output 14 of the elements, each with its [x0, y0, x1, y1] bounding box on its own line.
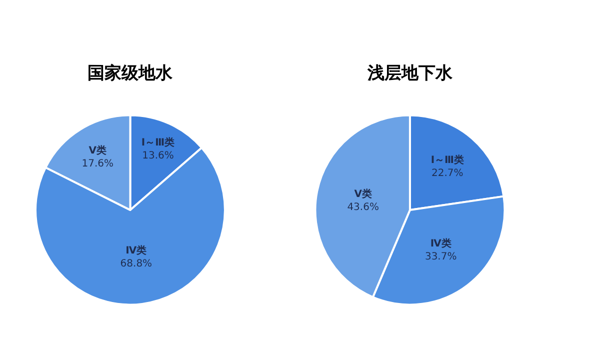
data-label: 13.6%	[142, 150, 174, 162]
data-label: 33.7%	[424, 252, 457, 263]
data-label: 68.8%	[120, 258, 152, 270]
data-label: 22.7%	[432, 168, 464, 180]
slice-label: Ⅰ～Ⅲ类	[430, 154, 464, 166]
chart-title: 国家级地水	[88, 63, 174, 84]
slice-label: Ⅳ类	[126, 244, 147, 256]
chart-title: 浅层地下水	[366, 63, 454, 84]
slice-label: Ⅴ类	[88, 144, 106, 157]
slice-label: Ⅰ～Ⅲ类	[141, 136, 175, 149]
slice-label: Ⅳ类	[430, 238, 452, 250]
data-label: 43.6%	[347, 202, 379, 213]
data-label: 17.6%	[82, 158, 114, 170]
slice-label: Ⅴ类	[354, 188, 372, 200]
